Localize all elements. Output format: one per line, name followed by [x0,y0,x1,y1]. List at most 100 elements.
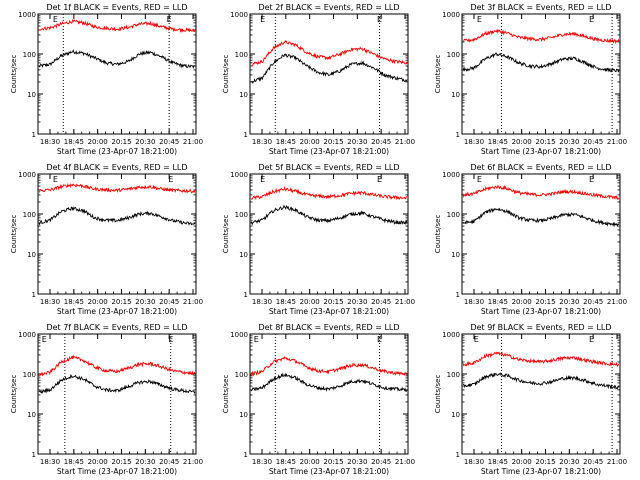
y-tick-label: 10 [451,411,460,419]
y-tick-label: 1 [244,131,248,139]
axes-frame [249,13,409,135]
chart-title: Det 2f BLACK = Events, RED = LLD [258,3,399,12]
series-line-events [462,52,620,73]
x-tick-label: 20:30 [347,298,367,306]
x-tick-label: 20:30 [135,298,155,306]
series-line-events [38,48,196,70]
x-tick-label: 20:30 [135,138,155,146]
x-tick-label: 21:00 [607,138,627,146]
e-marker-label: E [168,335,173,344]
y-axis-label: Counts/sec [434,375,442,414]
y-tick-label: 1000 [442,11,460,19]
x-axis-label: Start Time (23-Apr-07 18:21:00) [57,307,177,316]
x-axis-label: Start Time (23-Apr-07 18:21:00) [269,307,389,316]
x-tick-label: 20:30 [347,458,367,466]
chart-panel-5f: Det 5f BLACK = Events, RED = LLD 1 10 100 10… [222,163,415,316]
x-tick-label: 20:45 [583,298,603,306]
y-tick-label: 10 [27,251,36,259]
y-tick-label: 1000 [442,171,460,179]
x-tick-label: 21:00 [183,298,203,306]
x-tick-label: 20:00 [88,458,108,466]
series-line-lld [250,186,408,201]
axes-frame [37,13,197,135]
x-tick-label: 20:15 [323,298,343,306]
e-marker-label: E [53,175,58,184]
chart-title: Det 6f BLACK = Events, RED = LLD [470,163,611,172]
x-tick-label: 21:00 [607,458,627,466]
x-tick-label: 18:45 [64,138,84,146]
x-tick-label: 20:00 [512,138,532,146]
e-marker-label: E [168,175,173,184]
y-tick-label: 10 [239,411,248,419]
y-tick-label: 10 [239,251,248,259]
axes-frame [37,333,197,455]
x-tick-label: 20:30 [559,458,579,466]
x-tick-label: 20:45 [371,298,391,306]
x-axis-label: Start Time (23-Apr-07 18:21:00) [57,147,177,156]
chart-title: Det 5f BLACK = Events, RED = LLD [258,163,399,172]
series-line-lld [38,19,196,33]
x-tick-label: 20:15 [535,458,555,466]
y-tick-label: 100 [23,211,36,219]
e-marker-label: E [377,15,382,24]
y-tick-label: 100 [23,51,36,59]
x-tick-label: 18:45 [488,138,508,146]
x-tick-label: 20:15 [323,138,343,146]
chart-panel-3f: Det 3f BLACK = Events, RED = LLD 1 10 100 10… [434,3,627,156]
x-tick-label: 20:30 [559,298,579,306]
y-tick-label: 100 [235,51,248,59]
e-marker-label: E [477,175,482,184]
series-line-events [250,372,408,393]
y-tick-label: 100 [447,51,460,59]
x-tick-label: 21:00 [395,298,415,306]
x-tick-label: 18:30 [464,458,484,466]
x-tick-label: 20:45 [371,138,391,146]
series-line-events [462,207,620,228]
x-tick-label: 18:45 [488,458,508,466]
chart-title: Det 7f BLACK = Events, RED = LLD [46,323,187,332]
x-tick-label: 18:30 [40,298,60,306]
y-tick-label: 10 [451,91,460,99]
y-axis-label: Counts/sec [10,55,18,94]
series-line-events [38,206,196,226]
y-tick-label: 1 [244,451,248,459]
series-line-events [250,53,408,84]
y-tick-label: 100 [447,371,460,379]
x-axis-label: Start Time (23-Apr-07 18:21:00) [481,147,601,156]
chart-panel-9f: Det 9f BLACK = Events, RED = LLD 1 10 100 10… [434,323,627,476]
e-marker-label: E [589,335,594,344]
x-tick-label: 18:30 [464,138,484,146]
e-marker-label: E [589,175,594,184]
x-tick-label: 20:45 [583,458,603,466]
x-tick-label: 20:00 [300,138,320,146]
x-tick-label: 18:30 [464,298,484,306]
y-tick-label: 1000 [442,331,460,339]
e-marker-label: E [53,15,58,24]
series-line-lld [38,182,196,194]
y-tick-label: 1 [244,291,248,299]
x-tick-label: 20:30 [135,458,155,466]
x-tick-label: 20:15 [535,138,555,146]
y-axis-label: Counts/sec [10,375,18,414]
y-tick-label: 1000 [18,171,36,179]
chart-title: Det 9f BLACK = Events, RED = LLD [470,323,611,332]
axes-frame [461,333,621,455]
chart-title: Det 8f BLACK = Events, RED = LLD [258,323,399,332]
x-tick-label: 18:45 [276,458,296,466]
e-marker-label: E [167,15,172,24]
x-tick-label: 20:15 [111,298,131,306]
series-line-events [38,374,196,395]
x-tick-label: 20:45 [159,138,179,146]
e-marker-label: E [254,335,259,344]
y-tick-label: 10 [239,91,248,99]
x-tick-label: 18:30 [252,298,272,306]
y-tick-label: 1000 [18,331,36,339]
y-tick-label: 10 [27,91,36,99]
e-marker-label: E [377,335,382,344]
x-axis-label: Start Time (23-Apr-07 18:21:00) [481,467,601,476]
x-tick-label: 20:15 [111,458,131,466]
chart-title: Det 1f BLACK = Events, RED = LLD [46,3,187,12]
series-line-lld [250,356,408,377]
x-tick-label: 18:45 [276,298,296,306]
